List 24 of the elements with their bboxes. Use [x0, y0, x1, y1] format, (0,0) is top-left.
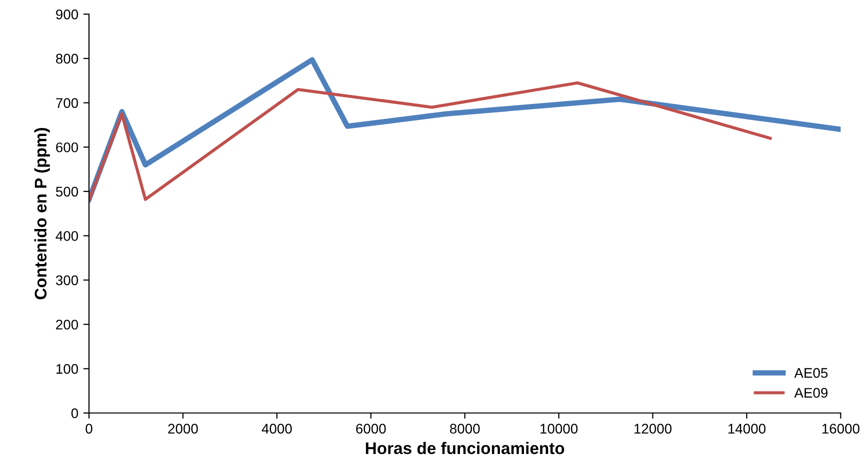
legend-label: AE09	[794, 388, 828, 398]
y-tick-label: 100	[56, 364, 78, 374]
y-tick-label: 300	[56, 275, 78, 286]
y-tick-label: 0	[71, 408, 78, 418]
y-tick-label: 800	[56, 54, 78, 64]
x-tick-label: 16000	[822, 424, 860, 434]
x-tick-label: 4000	[262, 424, 292, 434]
y-tick-label: 600	[56, 142, 78, 152]
x-tick-label: 0	[86, 424, 92, 434]
x-tick-label: 12000	[634, 424, 672, 434]
y-tick-label: 900	[56, 9, 78, 20]
y-tick-label: 700	[56, 98, 78, 108]
x-tick-label: 8000	[450, 424, 480, 434]
y-tick-label: 400	[56, 231, 78, 241]
x-tick-label: 14000	[728, 424, 766, 434]
x-axis-title: Horas de funcionamiento	[366, 442, 564, 454]
x-tick-label: 10000	[540, 424, 578, 434]
legend-label: AE05	[794, 368, 828, 378]
y-tick-label: 200	[56, 320, 78, 330]
x-tick-label: 6000	[356, 424, 386, 434]
y-axis-title: Contenido en P (ppm)	[34, 128, 50, 300]
line-series	[88, 81, 772, 202]
x-tick-label: 2000	[168, 424, 198, 434]
y-tick-label: 500	[56, 186, 78, 197]
